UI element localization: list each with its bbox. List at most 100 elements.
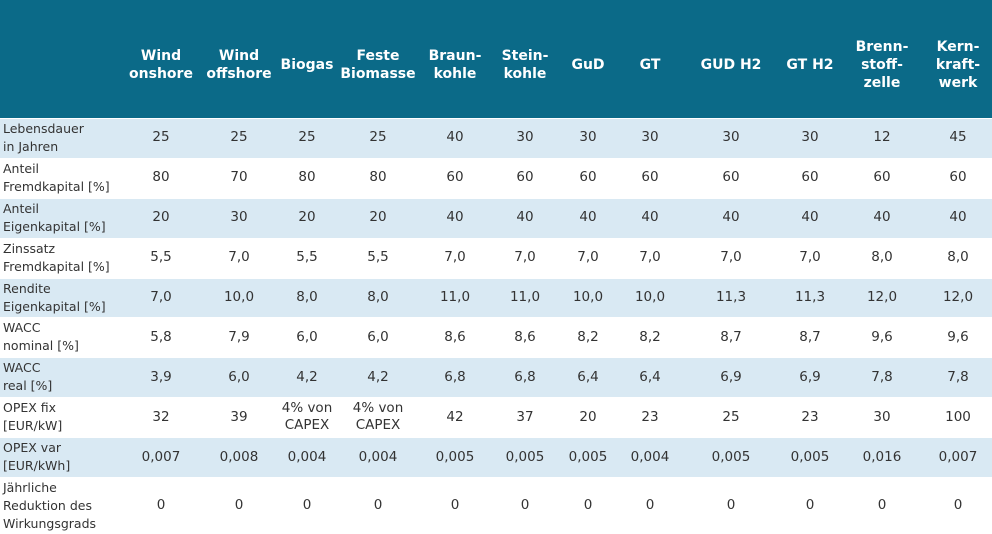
table-cell: 12,0 [866,289,898,306]
table-cell: 0,016 [862,448,902,465]
column-header: GT [639,57,661,73]
table-cell: 6,9 [720,368,742,385]
table-cell: 5,5 [296,249,318,266]
table-cell: 5,5 [150,249,172,266]
table-cell: 6,8 [514,368,536,385]
row-background [0,318,992,358]
table-cell: 60 [579,169,597,186]
table-cell: 0 [302,497,312,514]
table-cell: 60 [949,169,967,186]
table-cell: 10,0 [572,289,604,306]
table-cell: 11,3 [715,289,747,306]
row-label: OPEX var [EUR/kWh] [3,440,71,474]
table-cell: 42 [446,408,464,425]
table-cell: 7,0 [228,249,250,266]
table-cell: 40 [641,209,659,226]
table-cell: 8,0 [296,289,318,306]
table-cell: 12 [873,129,891,146]
table-cell: 8,7 [720,328,742,345]
row-background [0,278,992,318]
table-cell: 0 [953,497,963,514]
table-cell: 8,6 [514,328,536,345]
table-cell: 6,0 [296,328,318,345]
table-cell: 0,005 [711,448,751,465]
column-header: GuD [571,57,605,73]
table-cell: 32 [152,408,170,425]
table-cell: 7,8 [871,368,893,385]
table-cell: 7,0 [577,249,599,266]
table-cell: 60 [641,169,659,186]
table-cell: 0,007 [141,448,181,465]
table-cell: 40 [801,209,819,226]
table-cell: 0,007 [938,448,978,465]
table-cell: 30 [801,129,819,146]
table-cell: 8,0 [947,249,969,266]
table-cell: 3,9 [150,368,172,385]
row-label: Lebensdauer in Jahren [3,120,84,154]
table-cell: 25 [369,129,387,146]
table-cell: 6,0 [367,328,389,345]
table-cell: 25 [230,129,248,146]
table-cell: 5,5 [367,249,389,266]
table-cell: 20 [152,209,170,226]
table-cell: 0,004 [287,448,327,465]
table-cell: 12,0 [942,289,974,306]
table-cell: 20 [298,209,316,226]
table-cell: 37 [516,408,534,425]
table-cell: 8,6 [444,328,466,345]
table-cell: 5,8 [150,328,172,345]
column-header: GT H2 [786,57,834,73]
table-cell: 7,8 [947,368,969,385]
table-cell: 30 [516,129,534,146]
row-label: OPEX fix [EUR/kW] [3,400,63,434]
table-cell: 8,2 [639,328,661,345]
row-background [0,238,992,278]
column-header: Wind onshore [129,48,193,82]
row-background [0,358,992,398]
table-cell: 60 [516,169,534,186]
table-cell: 30 [873,408,891,425]
table-cell: 0 [645,497,655,514]
table-cell: 7,9 [228,328,250,345]
row-label: Anteil Fremdkapital [%] [3,160,110,194]
table-cell: 6,8 [444,368,466,385]
row-label: Anteil Eigenkapital [%] [3,200,106,234]
row-label: Rendite Eigenkapital [%] [3,280,106,314]
table-cell: 6,4 [639,368,661,385]
table-cell: 0 [520,497,530,514]
row-label: Zinssatz Fremdkapital [%] [3,240,110,274]
table-cell: 40 [873,209,891,226]
table-cell: 8,2 [577,328,599,345]
table-cell: 40 [516,209,534,226]
table-cell: 60 [873,169,891,186]
row-background [0,438,992,478]
table-cell: 30 [641,129,659,146]
table-cell: 23 [801,408,819,425]
table-cell: 70 [230,169,248,186]
table-cell: 0 [234,497,244,514]
table-cell: 8,7 [799,328,821,345]
table-cell: 40 [722,209,740,226]
column-header: Feste Biomasse [340,48,416,82]
table-cell: 10,0 [634,289,666,306]
table-cell: 0 [583,497,593,514]
column-header: Stein- kohle [501,48,549,82]
table-cell: 0,005 [435,448,475,465]
table-cell: 20 [369,209,387,226]
table-cell: 0,005 [505,448,545,465]
table-cell: 40 [579,209,597,226]
table-cell: 11,0 [439,289,471,306]
row-label: WACC real [%] [3,360,53,394]
table-cell: 40 [949,209,967,226]
table-cell: 7,0 [639,249,661,266]
row-background [0,119,992,158]
table-cell: 8,0 [871,249,893,266]
table-cell: 25 [152,129,170,146]
table-cell: 10,0 [223,289,255,306]
table-cell: 0 [877,497,887,514]
table-cell: 0,008 [219,448,259,465]
column-header: GUD H2 [700,57,762,73]
table-cell: 7,0 [514,249,536,266]
row-background [0,398,992,438]
